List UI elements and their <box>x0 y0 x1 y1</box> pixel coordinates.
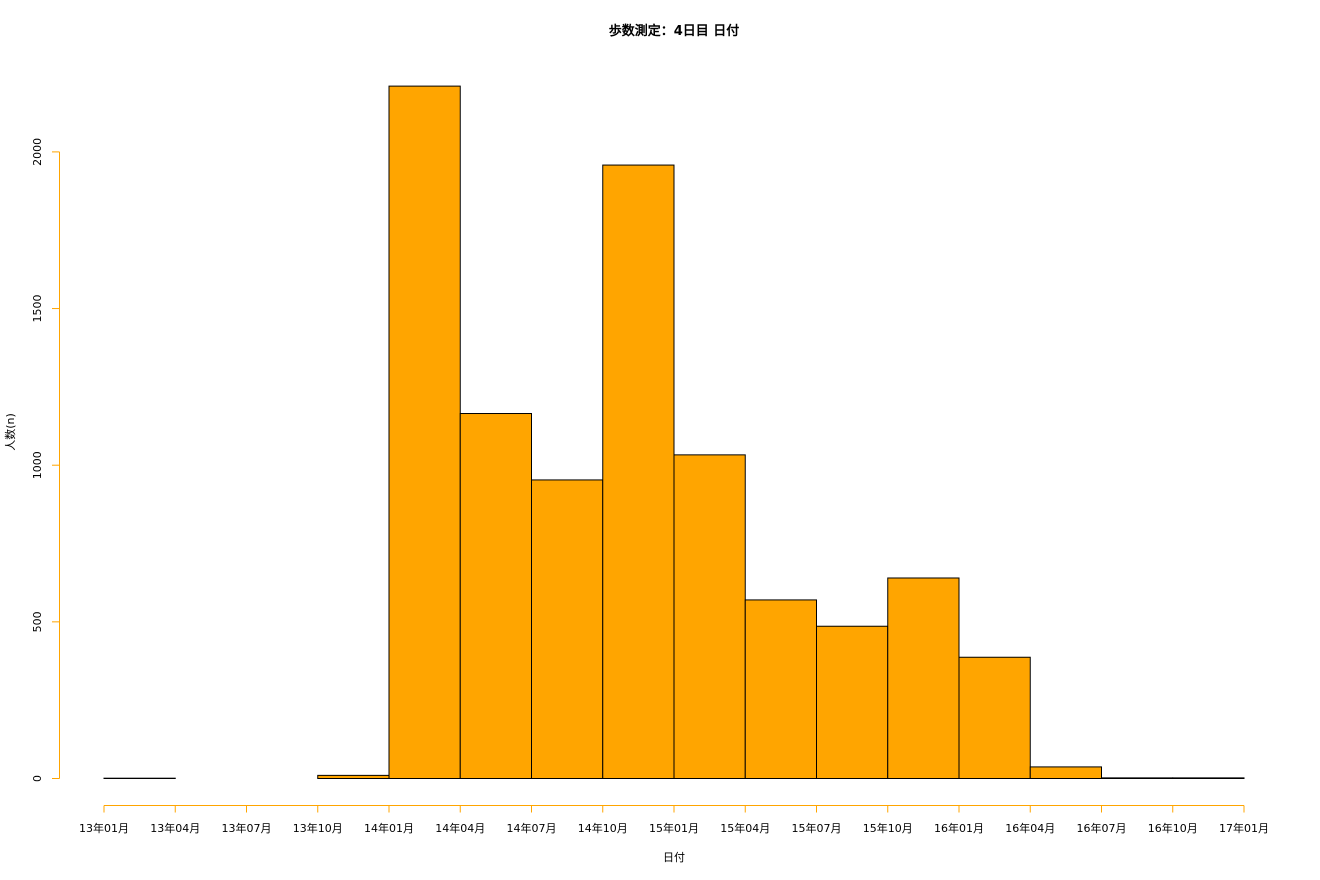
x-tick-label: 13年07月 <box>222 821 272 835</box>
chart-title: 歩数測定：4日目 日付 <box>609 23 740 39</box>
x-tick-label: 13年01月 <box>79 821 129 835</box>
histogram-bar <box>887 577 960 779</box>
x-tick-label: 14年07月 <box>507 821 557 835</box>
x-tick-label: 14年01月 <box>364 821 414 835</box>
x-tick-label: 15年07月 <box>792 821 842 835</box>
y-axis-label: 人数(n) <box>4 413 17 451</box>
x-tick-label: 17年01月 <box>1219 821 1269 835</box>
histogram-bar <box>958 656 1031 779</box>
y-tick-label: 1500 <box>31 295 44 323</box>
histogram-bar <box>1029 766 1102 779</box>
y-tick-label: 500 <box>31 611 44 632</box>
x-tick-label: 15年10月 <box>863 821 913 835</box>
histogram-bar <box>602 164 675 779</box>
x-tick-label: 14年10月 <box>578 821 628 835</box>
x-tick-label: 13年04月 <box>150 821 200 835</box>
bars-group <box>103 85 1245 780</box>
y-axis: 0 500 1000 1500 2000 <box>31 138 60 782</box>
y-tick-label: 2000 <box>31 138 44 166</box>
x-axis-label: 日付 <box>663 851 685 864</box>
histogram-bar <box>459 413 532 779</box>
y-tick-label: 1000 <box>31 451 44 479</box>
histogram-bar <box>1172 777 1245 779</box>
x-tick-label: 16年10月 <box>1148 821 1198 835</box>
histogram-bar <box>317 774 390 779</box>
x-tick-label: 15年04月 <box>720 821 770 835</box>
x-tick-label: 16年07月 <box>1077 821 1127 835</box>
histogram-bar <box>816 625 889 779</box>
y-tick-label: 0 <box>31 775 44 782</box>
x-tick-label: 15年01月 <box>649 821 699 835</box>
histogram-bar <box>744 599 817 779</box>
histogram-bar <box>673 454 746 779</box>
x-tick-label: 14年04月 <box>435 821 485 835</box>
x-tick-label: 16年04月 <box>1005 821 1055 835</box>
x-tick-label: 16年01月 <box>934 821 984 835</box>
histogram-bar <box>388 85 461 780</box>
histogram-bar <box>531 479 604 779</box>
x-axis: 13年01月 13年04月 13年07月 13年10月 14年01月 14年04月 14年0… <box>79 805 1269 835</box>
histogram-bar <box>1101 777 1174 779</box>
x-tick-label: 13年10月 <box>293 821 343 835</box>
